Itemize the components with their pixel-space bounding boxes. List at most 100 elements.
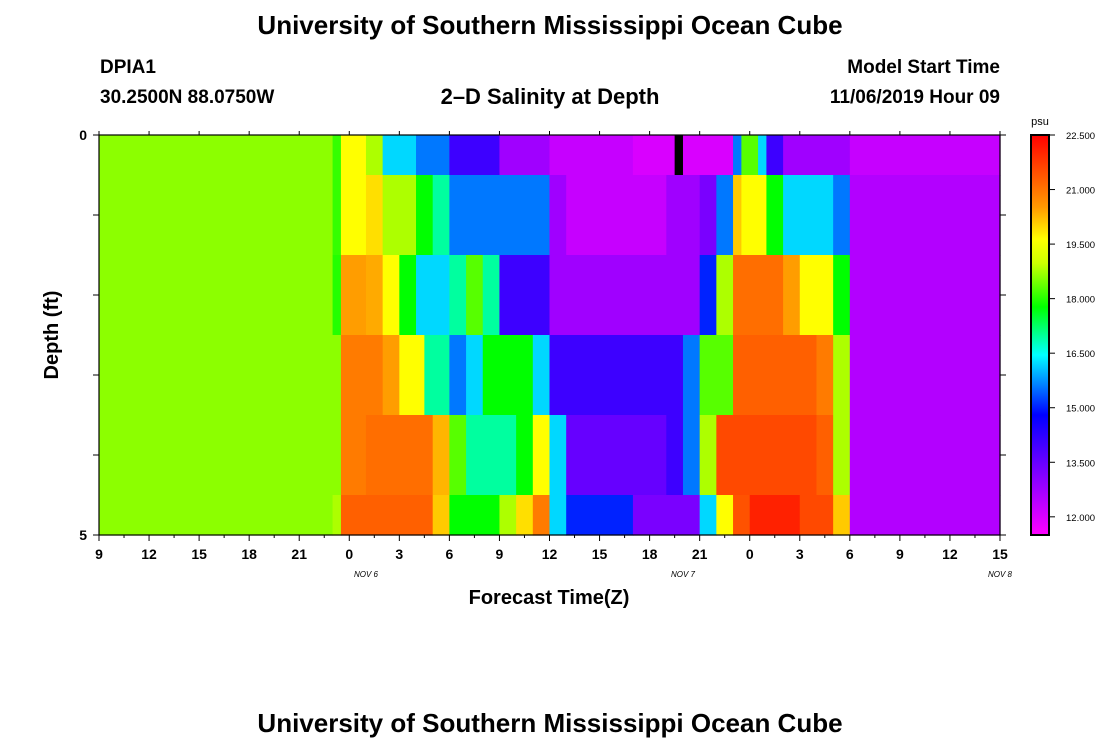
station-id: DPIA1 — [100, 57, 156, 78]
heat-cell — [682, 415, 701, 496]
heat-cell — [783, 175, 834, 256]
heat-cell — [766, 175, 784, 256]
heat-cell — [365, 415, 434, 496]
heat-cell — [382, 135, 417, 176]
colorbar-labels: 22.500 21.000 19.500 18.000 16.500 15.000 13.5… — [1049, 131, 1095, 524]
heat-cell — [783, 255, 801, 336]
heat-cell — [424, 335, 450, 416]
heat-cell — [432, 175, 450, 256]
heat-cell — [416, 175, 434, 256]
heat-cell — [99, 135, 334, 176]
heat-cell — [382, 255, 400, 336]
colorbar-label: 18.000 — [1066, 295, 1095, 306]
y-axis-label: Depth (ft) — [41, 291, 63, 380]
x-tick-label: 6 — [445, 546, 453, 562]
heat-cell — [382, 175, 417, 256]
heat-cell — [332, 135, 342, 176]
heat-cell — [682, 335, 701, 416]
heat-cell — [99, 255, 334, 336]
x-tick-label: 12 — [542, 546, 558, 562]
heat-cell — [741, 135, 759, 176]
heat-cell — [716, 175, 734, 256]
model-start-value: 11/06/2019 Hour 09 — [829, 87, 1000, 108]
y-tick-label: 0 — [79, 127, 87, 143]
heat-cell — [549, 495, 567, 536]
heat-cell — [566, 415, 667, 496]
heat-cell — [699, 175, 717, 256]
x-tick-label: 6 — [846, 546, 854, 562]
heat-cell — [399, 335, 425, 416]
heat-cell — [632, 495, 701, 536]
heat-cell — [549, 335, 684, 416]
x-tick-label: 15 — [191, 546, 207, 562]
heat-cell — [849, 335, 1001, 416]
x-tick-label: 18 — [642, 546, 658, 562]
heat-cell — [549, 255, 701, 336]
x-tick-label: 9 — [95, 546, 103, 562]
heat-cell — [549, 135, 634, 176]
heat-cell — [741, 175, 768, 256]
heat-cell — [99, 495, 334, 536]
heat-cell — [532, 495, 551, 536]
heat-cell — [566, 495, 634, 536]
x-day-label: NOV 7 — [671, 570, 696, 579]
heat-cell — [674, 135, 684, 176]
heat-cell — [549, 415, 567, 496]
heat-cell — [399, 255, 417, 336]
colorbar — [1030, 134, 1050, 536]
heat-cell — [849, 175, 1001, 256]
heat-cell — [340, 335, 384, 416]
heat-cell — [99, 175, 334, 256]
x-day-label: NOV 6 — [354, 570, 379, 579]
y-tick-label: 5 — [79, 527, 87, 543]
heat-cell — [365, 135, 384, 176]
heat-cell — [332, 415, 342, 496]
heat-cell — [99, 335, 334, 416]
colorbar-label: 22.500 — [1066, 131, 1095, 142]
x-tick-label: 12 — [141, 546, 157, 562]
page-title: University of Southern Mississippi Ocean… — [257, 10, 843, 40]
heat-cell — [758, 135, 767, 176]
heat-cell — [332, 175, 342, 256]
x-day-label: NOV 8 — [988, 570, 1013, 579]
x-tick-label: 0 — [746, 546, 754, 562]
heat-cell — [816, 415, 834, 496]
heat-cell — [549, 175, 567, 256]
heat-cell — [666, 175, 701, 256]
heat-cell — [340, 175, 367, 256]
heat-cell — [449, 175, 551, 256]
heat-cell — [340, 255, 367, 336]
x-tick-label: 9 — [496, 546, 504, 562]
heat-cell — [382, 335, 400, 416]
chart-title: 2–D Salinity at Depth — [440, 84, 660, 109]
heat-cell — [466, 255, 484, 336]
x-tick-label: 18 — [241, 546, 257, 562]
heat-cell — [716, 255, 734, 336]
heat-cell — [799, 495, 834, 536]
heat-cell — [340, 415, 367, 496]
heat-cell — [99, 415, 334, 496]
heat-cell — [449, 495, 501, 536]
heat-cell — [699, 255, 717, 336]
x-tick-label: 21 — [692, 546, 708, 562]
heat-cell — [499, 135, 551, 176]
heat-cell — [833, 335, 851, 416]
colorbar-label: 15.000 — [1066, 404, 1095, 415]
heat-cell — [332, 255, 342, 336]
x-tick-label: 0 — [345, 546, 353, 562]
heat-cell — [340, 495, 434, 536]
heat-cell — [716, 495, 734, 536]
x-tick-label: 12 — [942, 546, 958, 562]
heat-cell — [482, 335, 534, 416]
heat-cell — [532, 415, 551, 496]
heat-cell — [716, 415, 818, 496]
heat-cell — [449, 255, 467, 336]
heat-cell — [466, 335, 484, 416]
heat-cell — [733, 135, 742, 176]
x-axis-label: Forecast Time(Z) — [469, 587, 630, 609]
x-tick-label: 21 — [291, 546, 307, 562]
heat-cell — [833, 175, 851, 256]
colorbar-label: 19.500 — [1066, 240, 1095, 251]
colorbar-label: 13.500 — [1066, 458, 1095, 469]
heat-cell — [849, 135, 1001, 176]
